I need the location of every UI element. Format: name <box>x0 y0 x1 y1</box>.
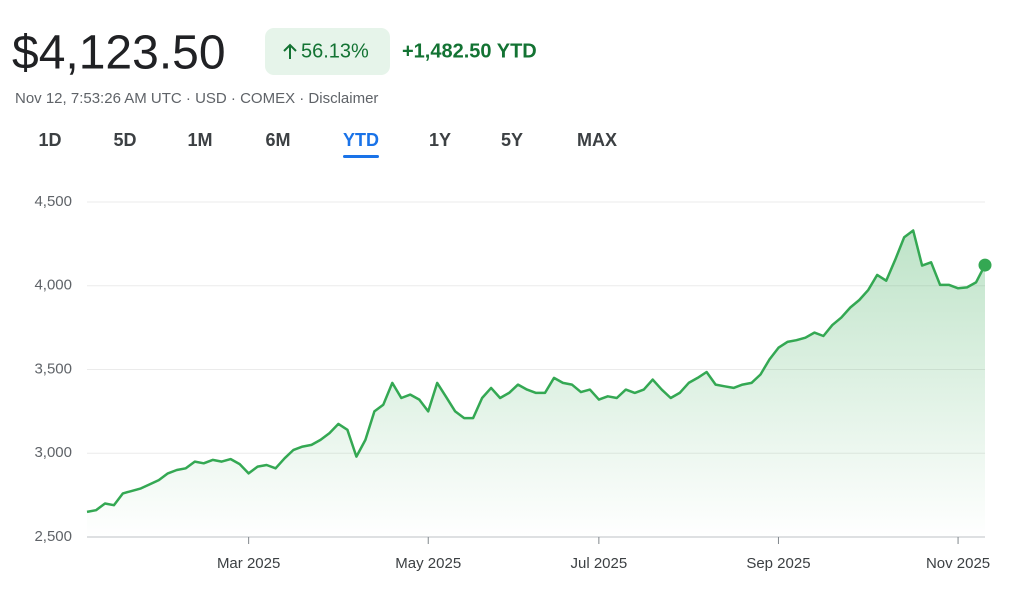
quote-info: Nov 12, 7:53:26 AM UTC · USD · COMEX · D… <box>15 90 378 107</box>
change-percent: 56.13% <box>301 40 369 62</box>
x-tick-label: Nov 2025 <box>926 555 990 572</box>
range-tab[interactable]: 1D <box>38 130 61 150</box>
price-line <box>86 229 987 514</box>
change-amount: +1,482.50 YTD <box>402 40 537 62</box>
y-tick-label: 4,500 <box>34 193 72 210</box>
last-point <box>978 258 992 272</box>
range-tab[interactable]: 6M <box>265 130 290 150</box>
up-arrow <box>283 43 297 59</box>
change-badge <box>265 28 390 75</box>
range-tab[interactable]: 1Y <box>429 130 451 150</box>
range-tab[interactable]: MAX <box>577 130 617 150</box>
y-tick-label: 3,500 <box>34 360 72 377</box>
y-tick-label: 2,500 <box>34 528 72 545</box>
x-tick-label: Sep 2025 <box>746 555 810 572</box>
x-tick-label: Jul 2025 <box>571 555 628 572</box>
range-tab[interactable]: 5Y <box>501 130 523 150</box>
range-tab[interactable]: YTD <box>343 130 379 150</box>
area <box>87 230 985 537</box>
price: $4,123.50 <box>12 27 226 80</box>
range-tab[interactable]: 1M <box>187 130 212 150</box>
x-tick-label: Mar 2025 <box>217 555 280 572</box>
range-tab[interactable]: 5D <box>113 130 136 150</box>
y-tick-label: 4,000 <box>34 277 72 294</box>
x-tick-label: May 2025 <box>395 555 461 572</box>
y-tick-label: 3,000 <box>34 444 72 461</box>
selected-underline <box>343 155 379 158</box>
